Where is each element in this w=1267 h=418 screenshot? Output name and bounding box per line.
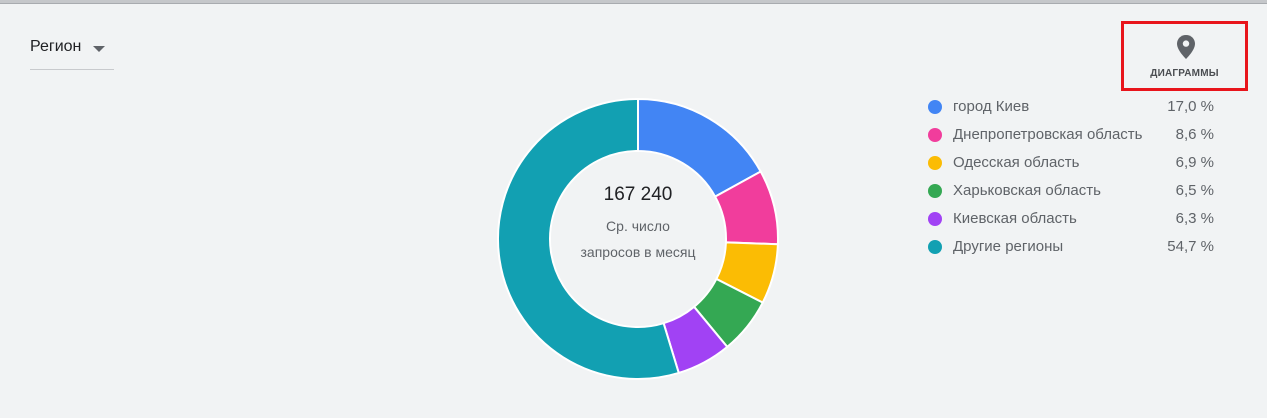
legend-label: Киевская область (953, 210, 1077, 227)
legend-item-kyiv-city[interactable]: город Киев 17,0 % (928, 93, 1218, 121)
chart-center-caption: Ср. число запросов в месяц (580, 218, 696, 260)
legend-swatch (928, 184, 942, 198)
top-divider (0, 0, 1267, 4)
legend-swatch (928, 100, 942, 114)
donut-hole (551, 152, 725, 326)
legend-value: 6,3 % (1175, 210, 1214, 227)
legend-item-dnipropetrovsk[interactable]: Днепропетровская область 8,6 % (928, 121, 1218, 149)
region-dropdown[interactable]: Регион (30, 34, 114, 70)
legend-item-kyiv-oblast[interactable]: Киевская область 6,3 % (928, 205, 1218, 233)
caret-down-icon (93, 46, 105, 52)
legend-label: Одесская область (953, 154, 1080, 171)
legend-label: город Киев (953, 98, 1030, 115)
legend-label: Харьковская область (953, 182, 1101, 199)
legend-item-kharkiv[interactable]: Харьковская область 6,5 % (928, 177, 1218, 205)
legend-label: Другие регионы (953, 238, 1064, 255)
legend-swatch (928, 240, 942, 254)
legend-swatch (928, 156, 942, 170)
legend-item-other-regions[interactable]: Другие регионы 54,7 % (928, 233, 1218, 261)
legend-value: 8,6 % (1175, 126, 1214, 143)
charts-view-button[interactable]: ДИАГРАММЫ (1121, 21, 1248, 91)
legend-swatch (928, 212, 942, 226)
legend-value: 6,5 % (1175, 182, 1214, 199)
map-pin-icon (1177, 35, 1195, 59)
legend-value: 6,9 % (1175, 154, 1214, 171)
donut-slice-other-regions[interactable] (497, 97, 680, 380)
legend-value: 54,7 % (1167, 238, 1214, 255)
legend-label: Днепропетровская область (953, 126, 1143, 143)
chart-legend: город Киев 17,0 % Днепропетровская облас… (928, 93, 1218, 261)
legend-value: 17,0 % (1167, 98, 1214, 115)
legend-item-odesa[interactable]: Одесская область 6,9 % (928, 149, 1218, 177)
chart-center-total: 167 240 (603, 184, 673, 205)
charts-view-label: ДИАГРАММЫ (1150, 68, 1219, 79)
legend-swatch (928, 128, 942, 142)
region-dropdown-label: Регион (30, 38, 82, 55)
